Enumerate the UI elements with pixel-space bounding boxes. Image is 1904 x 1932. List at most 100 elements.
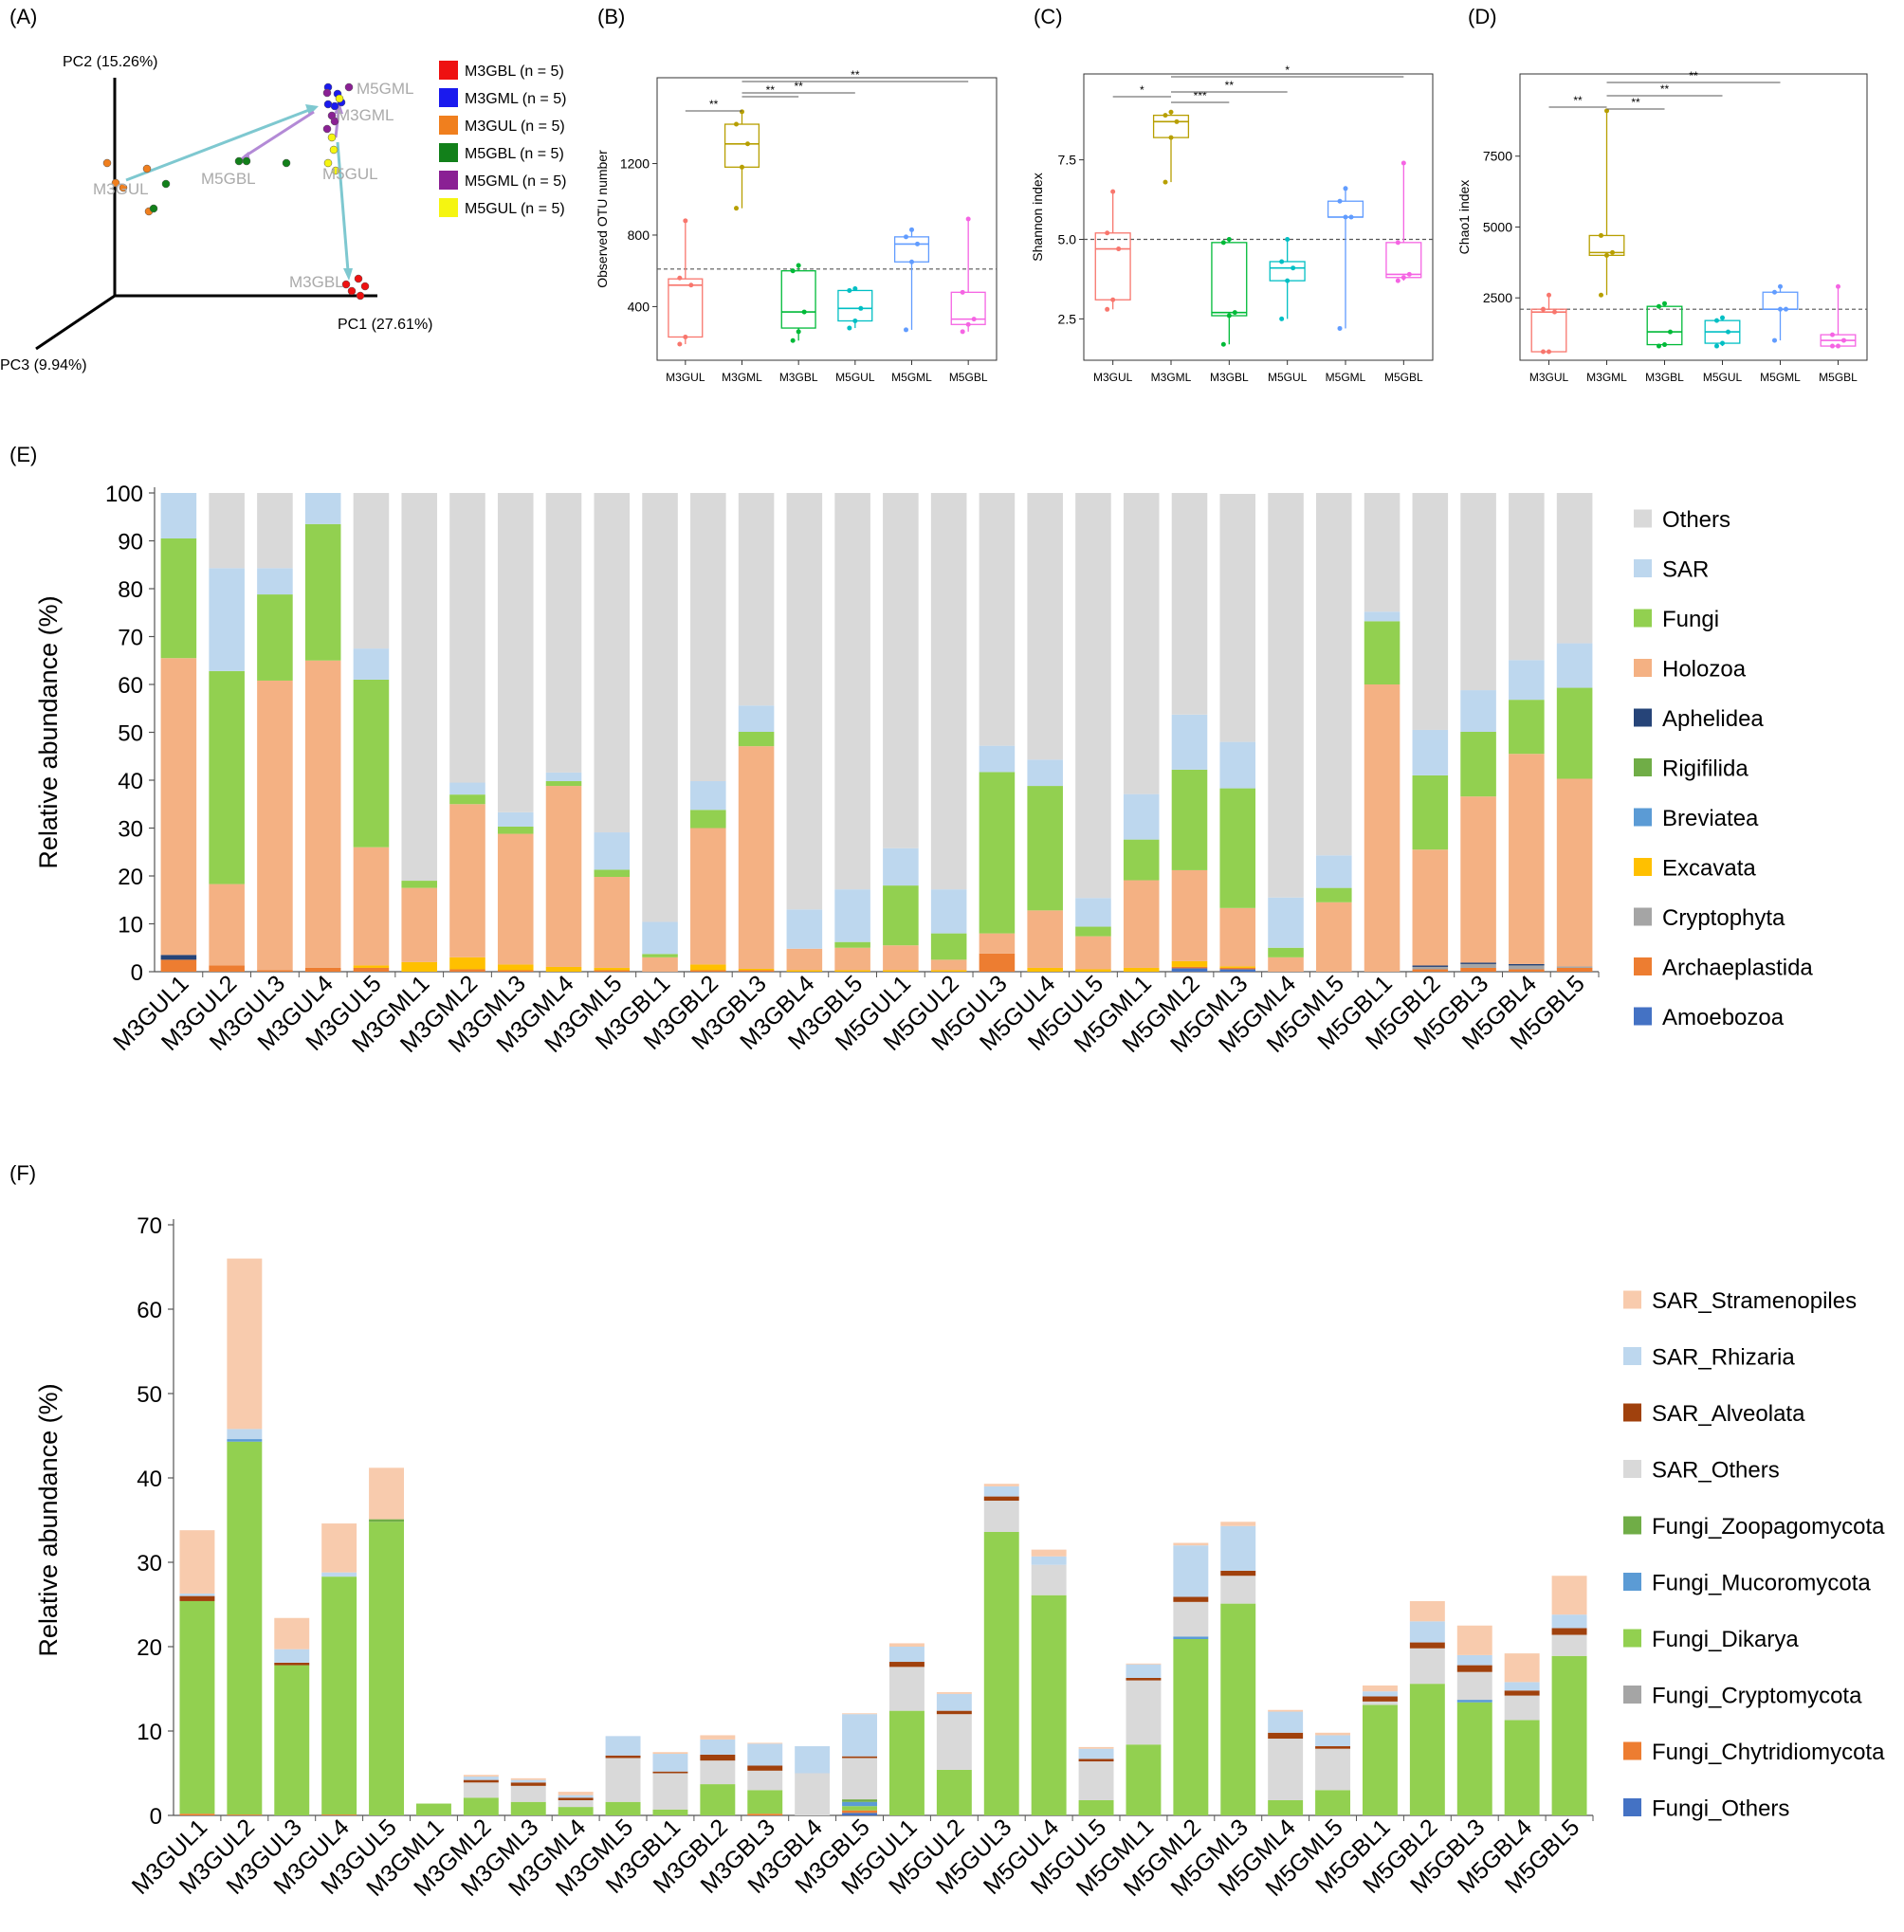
significance-label: ** bbox=[709, 98, 719, 111]
data-point bbox=[1226, 313, 1232, 319]
bar-segment bbox=[1075, 969, 1111, 972]
pca-arrow-m3gbl bbox=[336, 141, 350, 272]
bar-segment bbox=[1364, 611, 1401, 622]
data-point bbox=[790, 268, 796, 274]
y-tick-label: 10 bbox=[137, 1720, 162, 1745]
data-point bbox=[1778, 306, 1783, 312]
bar-segment bbox=[700, 1760, 736, 1785]
box bbox=[780, 270, 816, 329]
bar-segment bbox=[888, 1667, 925, 1711]
bar-segment bbox=[1504, 1690, 1540, 1696]
data-point bbox=[790, 337, 796, 343]
bar-segment bbox=[842, 1713, 878, 1715]
data-point bbox=[1105, 230, 1110, 236]
legend-label: Fungi_Dikarya bbox=[1652, 1627, 1799, 1652]
bar-segment bbox=[1031, 1556, 1067, 1565]
bar-segment bbox=[888, 1662, 925, 1668]
data-point bbox=[677, 275, 683, 281]
bar-segment bbox=[979, 745, 1016, 773]
bar-segment bbox=[690, 964, 726, 971]
bar-segment bbox=[1456, 1665, 1492, 1672]
bar-segment bbox=[747, 1770, 783, 1791]
bar-segment bbox=[1556, 967, 1593, 972]
bar-segment bbox=[842, 1714, 878, 1757]
data-point bbox=[1772, 337, 1777, 343]
bar-segment bbox=[401, 493, 438, 882]
bar-segment bbox=[545, 493, 582, 773]
bar-segment bbox=[257, 568, 293, 595]
significance-label: ** bbox=[1689, 69, 1698, 82]
data-point bbox=[1220, 240, 1226, 246]
bar-segment bbox=[842, 1801, 878, 1807]
bar-segment bbox=[1268, 897, 1304, 948]
data-point bbox=[1174, 118, 1180, 124]
pca-plot: PC2 (15.26%) PC1 (27.61%) PC3 (9.94%) bbox=[0, 54, 566, 374]
pca-legend-label: M3GUL (n = 5) bbox=[465, 118, 565, 135]
bar-segment bbox=[209, 568, 245, 671]
legend-label: Rigifilida bbox=[1662, 756, 1748, 782]
bar-segment bbox=[1556, 966, 1593, 968]
bar-segment bbox=[1173, 1542, 1209, 1546]
bar-segment bbox=[690, 970, 726, 972]
y-tick-label: 10 bbox=[118, 913, 143, 939]
bar-segment bbox=[558, 1792, 594, 1795]
bar-segment bbox=[274, 1617, 310, 1649]
box bbox=[723, 123, 760, 168]
significance-label: ** bbox=[1573, 94, 1583, 107]
data-point bbox=[1163, 113, 1168, 118]
bar-segment bbox=[605, 1758, 641, 1802]
data-point bbox=[683, 334, 688, 339]
bar-segment bbox=[257, 970, 293, 972]
bar-segment bbox=[1504, 1695, 1540, 1721]
pca-group-label: M5GUL bbox=[322, 165, 378, 183]
bar-segment bbox=[842, 1756, 878, 1759]
bar-segment bbox=[1315, 887, 1352, 902]
legend-swatch bbox=[1634, 758, 1652, 776]
bar-segment bbox=[883, 885, 919, 946]
bar-segment bbox=[652, 1809, 688, 1815]
data-point bbox=[1604, 252, 1609, 258]
bar-segment bbox=[594, 832, 631, 870]
y-tick-label: 80 bbox=[118, 577, 143, 603]
bar-segment bbox=[179, 1530, 215, 1594]
y-tick-label: 50 bbox=[137, 1382, 162, 1408]
bar-segment bbox=[652, 1752, 688, 1755]
bar-segment bbox=[1315, 1790, 1351, 1815]
y-axis-title: Observed OTU number bbox=[595, 150, 610, 288]
bar-segment bbox=[1412, 966, 1449, 970]
data-point bbox=[688, 283, 694, 288]
bar-segment bbox=[979, 933, 1016, 954]
bar-segment bbox=[558, 1799, 594, 1808]
bar-segment bbox=[463, 1775, 499, 1777]
pca-legend-label: M5GBL (n = 5) bbox=[465, 146, 564, 162]
legend-label: SAR_Others bbox=[1652, 1458, 1780, 1484]
y-tick-label: 60 bbox=[137, 1298, 162, 1323]
pca-point bbox=[331, 166, 340, 175]
data-point bbox=[1279, 259, 1285, 264]
data-point bbox=[1720, 340, 1725, 346]
bar-segment bbox=[304, 523, 341, 661]
bar-segment bbox=[738, 970, 775, 972]
legend-label: Aphelidea bbox=[1662, 706, 1764, 732]
legend-swatch bbox=[1634, 907, 1652, 926]
bar-segment bbox=[463, 1797, 499, 1815]
x-tick-label: M5GML bbox=[1760, 371, 1801, 384]
significance-label: ** bbox=[851, 68, 860, 82]
bar-segment bbox=[888, 1710, 925, 1815]
bar-segment bbox=[227, 1429, 263, 1440]
y-axis-title: Relative abundance (%) bbox=[34, 1383, 63, 1656]
bar-segment bbox=[738, 746, 775, 969]
bar-segment bbox=[1126, 1664, 1162, 1678]
pca-axis-pc3 bbox=[35, 294, 116, 351]
data-point bbox=[1552, 309, 1557, 315]
y-axis-title: Relative abundance (%) bbox=[34, 595, 63, 868]
bar-segment bbox=[983, 1496, 1019, 1502]
data-point bbox=[904, 327, 908, 333]
bar-segment bbox=[558, 1795, 594, 1798]
pca-point bbox=[329, 145, 339, 155]
bar-segment bbox=[1556, 778, 1593, 967]
data-point bbox=[1226, 236, 1232, 242]
bar-segment bbox=[369, 1467, 405, 1520]
bar-segment bbox=[1456, 1700, 1492, 1703]
bar-segment bbox=[353, 679, 390, 848]
